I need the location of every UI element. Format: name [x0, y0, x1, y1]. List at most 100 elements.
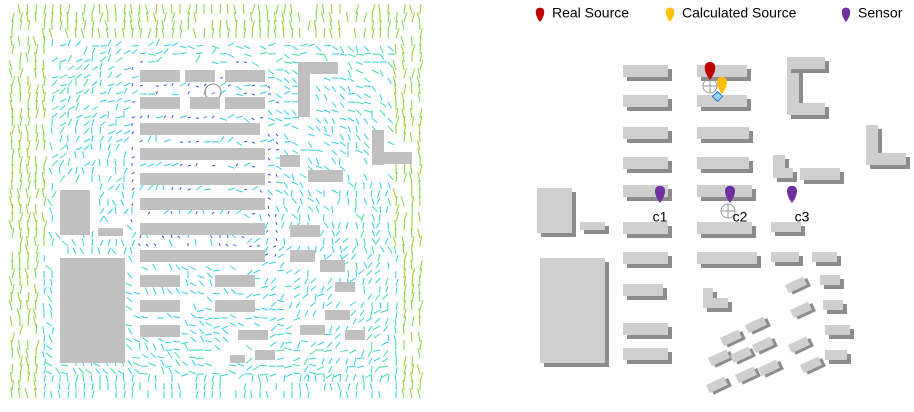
wind-vector	[329, 366, 333, 373]
wind-vector	[286, 374, 292, 377]
wind-vector	[76, 74, 82, 78]
wind-vector	[276, 142, 278, 144]
wind-vector	[371, 375, 372, 382]
wind-vector	[226, 244, 228, 246]
legend-icon	[536, 8, 544, 22]
wind-vector	[92, 107, 98, 111]
wind-vector	[396, 255, 398, 262]
building	[787, 103, 825, 115]
wind-vector	[368, 262, 372, 268]
wind-vector	[84, 4, 85, 14]
wind-vector	[162, 4, 164, 14]
wind-vector	[378, 254, 380, 262]
wind-vector	[380, 110, 385, 116]
wind-vector	[60, 60, 67, 62]
wind-vector	[340, 126, 347, 129]
wind-vector	[244, 46, 251, 49]
wind-vector	[316, 126, 320, 132]
sensor-label: c3	[795, 209, 810, 225]
wind-vector	[205, 341, 212, 342]
building	[225, 70, 265, 82]
wind-vector	[252, 186, 258, 190]
wind-vector	[43, 351, 44, 358]
wind-vector	[190, 283, 196, 286]
wind-vector	[292, 70, 298, 74]
wind-vector	[348, 54, 355, 57]
wind-vector	[205, 350, 212, 351]
wind-vector	[188, 91, 189, 94]
wind-vector	[276, 238, 277, 241]
wind-vector	[252, 62, 259, 66]
wind-vector	[76, 127, 77, 134]
wind-vector	[260, 86, 267, 87]
wind-vector	[215, 338, 220, 342]
wind-vector	[61, 365, 68, 366]
wind-vector	[116, 139, 122, 142]
wind-vector	[68, 383, 70, 390]
wind-vector	[52, 327, 54, 334]
wind-vector	[192, 360, 196, 366]
wind-vector	[364, 286, 365, 294]
building	[140, 325, 180, 337]
wind-vector	[132, 179, 133, 182]
building	[537, 188, 572, 233]
wind-vector	[200, 321, 205, 326]
wind-vector	[366, 318, 372, 322]
wind-vector	[265, 246, 268, 252]
wind-vector	[364, 28, 366, 38]
wind-vector	[308, 158, 312, 164]
wind-vector	[308, 214, 310, 221]
wind-vector	[336, 302, 340, 308]
wind-vector	[396, 287, 397, 294]
wind-vector	[153, 344, 156, 351]
building	[215, 300, 255, 312]
wind-vector	[12, 260, 13, 270]
wind-vector	[356, 134, 360, 141]
wind-vector	[347, 190, 348, 197]
wind-vector	[260, 214, 261, 221]
wind-vector	[300, 391, 301, 398]
wind-vector	[356, 62, 363, 65]
wind-vector	[247, 238, 252, 243]
wind-vector	[51, 279, 52, 286]
wind-vector	[108, 55, 111, 63]
wind-vector	[269, 294, 276, 296]
wind-vector	[125, 292, 132, 294]
wind-vector	[148, 42, 154, 46]
wind-vector	[60, 154, 67, 159]
wind-vector	[284, 150, 288, 156]
wind-vector	[350, 278, 356, 282]
wind-vector	[196, 46, 203, 47]
wind-vector	[49, 232, 52, 238]
wind-vector	[254, 270, 260, 273]
wind-vector	[340, 46, 344, 53]
wind-vector	[306, 383, 308, 390]
wind-vector	[100, 71, 101, 78]
wind-vector	[133, 362, 140, 366]
wind-vector	[386, 286, 388, 293]
wind-vector	[190, 330, 196, 334]
wind-vector	[308, 134, 315, 136]
wind-vector	[33, 36, 36, 46]
wind-vector	[60, 99, 66, 102]
wind-vector	[346, 358, 348, 365]
wind-vector	[336, 326, 340, 331]
wind-vector	[332, 142, 339, 144]
wind-vector	[419, 276, 420, 286]
wind-vector	[168, 351, 173, 358]
wind-vector	[76, 147, 82, 150]
wind-vector	[266, 238, 268, 245]
wind-vector	[364, 110, 372, 112]
wind-vector	[380, 206, 381, 213]
wind-vector	[330, 383, 332, 390]
building	[623, 323, 668, 335]
wind-vector	[335, 334, 340, 339]
wind-vector	[326, 302, 332, 306]
wind-vector	[324, 166, 330, 170]
wind-vector	[364, 118, 368, 124]
wind-vector	[315, 294, 316, 301]
wind-vector	[284, 4, 286, 14]
wind-vector	[380, 70, 383, 76]
wind-vector	[18, 36, 20, 46]
wind-vector	[126, 338, 132, 342]
